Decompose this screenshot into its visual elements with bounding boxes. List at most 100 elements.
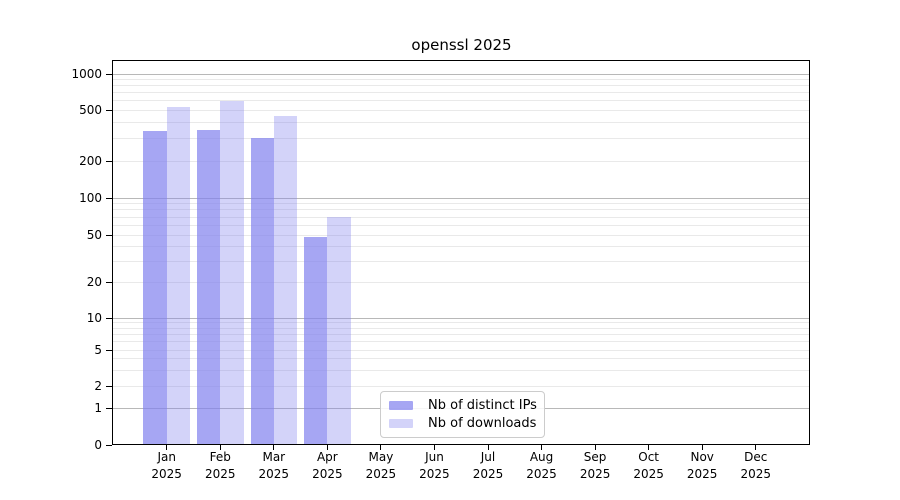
x-tick-mark [487,445,489,450]
bar-nb-of-downloads-feb [220,100,244,445]
x-tick-month: Mar [262,450,286,464]
chart-title: openssl 2025 [411,36,512,54]
gridline-minor [113,137,809,139]
x-tick-mark [755,445,757,450]
bar-nb-of-downloads-apr [327,217,351,445]
gridline-minor [113,121,809,123]
gridline-minor [113,322,809,324]
x-tick-label-may: May 2025 [349,449,413,483]
gridline-minor [113,281,809,283]
gridline-minor [113,385,809,387]
x-tick-month: Aug [529,450,554,464]
y-tick-label: 20 [86,275,102,289]
x-tick-label-dec: Dec 2025 [724,449,788,483]
x-tick-year: 2025 [526,467,557,481]
gridline-minor [113,78,809,80]
x-tick-label-apr: Apr 2025 [295,449,359,483]
y-tick-mark [106,160,112,162]
y-tick-label: 200 [79,154,102,168]
x-tick-mark [541,445,543,450]
x-tick-label-feb: Feb 2025 [188,449,252,483]
bar-nb-of-distinct-ips-apr [304,237,328,445]
y-tick-label: 1 [94,401,102,415]
y-tick-mark [106,73,112,75]
y-tick-mark [106,234,112,236]
x-tick-year: 2025 [204,467,236,481]
legend-label-downloads: Nb of downloads [428,416,537,432]
y-tick-mark [106,349,112,351]
y-tick-label: 100 [79,191,102,205]
x-tick-year: 2025 [151,467,182,481]
y-tick-mark [106,109,112,111]
x-tick-label-mar: Mar 2025 [242,449,306,483]
x-tick-year: 2025 [419,467,450,481]
gridline-major [113,73,809,75]
y-tick-label: 50 [86,228,102,242]
x-tick-label-jul: Jul 2025 [456,449,520,483]
x-tick-mark [701,445,703,450]
y-tick-label: 2 [94,379,102,393]
x-tick-year: 2025 [312,467,343,481]
x-tick-label-sep: Sep 2025 [563,449,627,483]
x-tick-mark [648,445,650,450]
gridline-minor [113,209,809,211]
x-tick-month: Jan [157,450,176,464]
x-tick-label-nov: Nov 2025 [670,449,734,483]
y-tick-mark [106,385,112,387]
x-tick-mark [219,445,221,450]
gridline-minor [113,224,809,226]
y-tick-label: 5 [94,343,102,357]
gridline-major [113,197,809,199]
y-tick-mark [106,317,112,319]
x-tick-month: May [368,450,394,464]
legend-item-downloads: Nb of downloads [389,416,536,431]
legend-label-distinct-ips: Nb of distinct IPs [428,397,537,413]
x-tick-year: 2025 [579,467,611,481]
x-tick-mark [433,445,435,450]
x-tick-month: Feb [209,450,231,464]
gridline-major [113,317,809,319]
y-tick-mark [106,281,112,283]
y-tick-mark [106,197,112,199]
x-tick-month: Jun [425,450,444,464]
bar-nb-of-distinct-ips-mar [250,138,274,445]
gridline-minor [113,234,809,236]
gridline-minor [113,85,809,87]
x-tick-label-jan: Jan 2025 [135,449,199,483]
y-tick-label: 1000 [71,67,102,81]
x-tick-mark [273,445,275,450]
x-tick-month: Sep [583,450,607,464]
legend-item-distinct-ips: Nb of distinct IPs [389,397,537,413]
x-tick-month: Oct [638,450,660,464]
bar-nb-of-distinct-ips-jan [143,131,167,445]
bar-nb-of-downloads-jan [166,106,190,445]
gridline-minor [113,160,809,162]
x-tick-mark [380,445,382,450]
gridline-minor [113,358,809,360]
x-tick-year: 2025 [258,467,290,481]
x-tick-month: Dec [744,450,768,464]
x-tick-mark [326,445,328,450]
y-tick-mark [106,407,112,409]
gridline-minor [113,349,809,351]
gridline-minor [113,341,809,343]
legend-swatch-distinct-ips [389,400,413,410]
y-tick-mark [106,444,112,446]
gridline-minor [113,203,809,205]
gridline-minor [113,216,809,218]
x-tick-month: Nov [690,450,714,464]
gridline-minor [113,333,809,335]
gridline-minor [113,245,809,247]
gridline-minor [113,109,809,111]
x-tick-year: 2025 [740,467,772,481]
x-tick-label-jun: Jun 2025 [402,449,466,483]
x-tick-year: 2025 [686,467,718,481]
x-tick-label-oct: Oct 2025 [617,449,681,483]
gridline-minor [113,100,809,102]
y-tick-label: 0 [94,438,102,452]
y-tick-label: 500 [79,103,102,117]
legend: Nb of distinct IPs Nb of downloads [380,391,545,438]
y-tick-label: 10 [86,311,102,325]
bar-nb-of-distinct-ips-feb [196,129,221,445]
x-tick-mark [594,445,596,450]
